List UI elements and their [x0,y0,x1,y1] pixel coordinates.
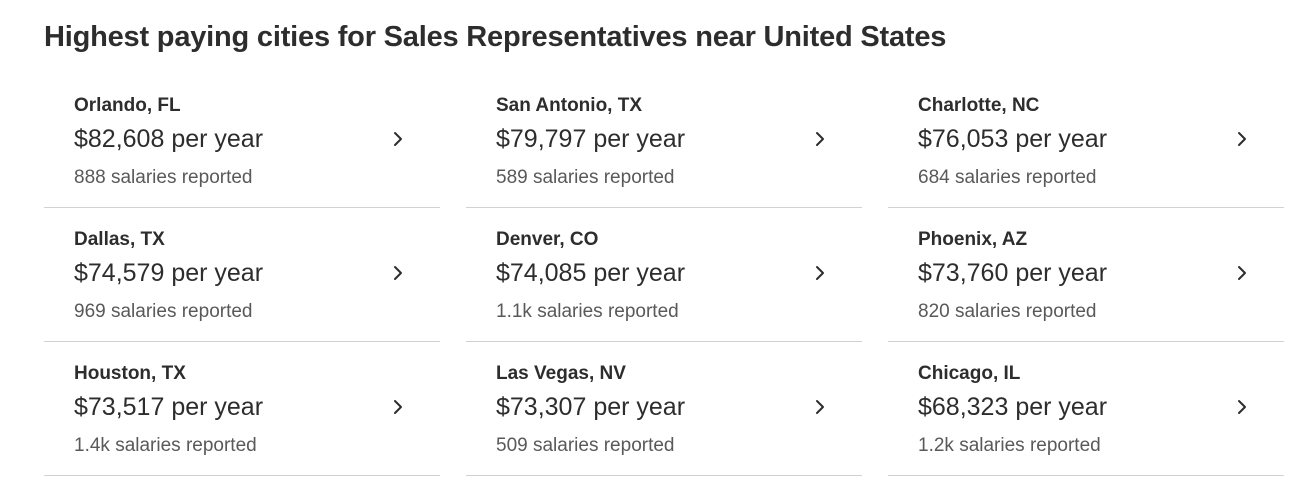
city-name: Dallas, TX [74,229,165,250]
city-name: Denver, CO [496,229,599,250]
chevron-right-icon [390,397,406,417]
salaries-reported: 969 salaries reported [74,301,253,322]
chevron-right-icon [1234,263,1250,283]
city-name: San Antonio, TX [496,95,643,116]
city-salary: $73,517 per year [74,393,264,421]
city-salary: $73,760 per year [918,259,1108,287]
city-salary: $76,053 per year [918,125,1108,153]
city-card[interactable]: Charlotte, NC $76,053 per year 684 salar… [888,74,1284,208]
chevron-right-icon [390,129,406,149]
city-card[interactable]: Orlando, FL $82,608 per year 888 salarie… [44,74,440,208]
chevron-right-icon [1234,129,1250,149]
city-name: Houston, TX [74,363,186,384]
salaries-reported: 820 salaries reported [918,301,1097,322]
salaries-reported: 1.2k salaries reported [918,435,1101,456]
chevron-right-icon [1234,397,1250,417]
city-salary: $82,608 per year [74,125,264,153]
city-card[interactable]: Phoenix, AZ $73,760 per year 820 salarie… [888,208,1284,342]
salaries-reported: 589 salaries reported [496,167,675,188]
city-card[interactable]: San Antonio, TX $79,797 per year 589 sal… [466,74,862,208]
chevron-right-icon [812,397,828,417]
salaries-reported: 1.4k salaries reported [74,435,257,456]
salaries-reported: 1.1k salaries reported [496,301,679,322]
city-card[interactable]: Houston, TX $73,517 per year 1.4k salari… [44,342,440,476]
city-card[interactable]: Denver, CO $74,085 per year 1.1k salarie… [466,208,862,342]
city-salary: $73,307 per year [496,393,686,421]
chevron-right-icon [390,263,406,283]
chevron-right-icon [812,129,828,149]
city-card[interactable]: Las Vegas, NV $73,307 per year 509 salar… [466,342,862,476]
city-salary: $68,323 per year [918,393,1108,421]
city-card[interactable]: Chicago, IL $68,323 per year 1.2k salari… [888,342,1284,476]
city-name: Charlotte, NC [918,95,1040,116]
chevron-right-icon [812,263,828,283]
city-salary: $79,797 per year [496,125,686,153]
salaries-reported: 888 salaries reported [74,167,253,188]
salaries-reported: 684 salaries reported [918,167,1097,188]
city-name: Chicago, IL [918,363,1021,384]
city-grid: Orlando, FL $82,608 per year 888 salarie… [44,74,1284,476]
city-name: Las Vegas, NV [496,363,626,384]
city-name: Phoenix, AZ [918,229,1028,250]
city-card[interactable]: Dallas, TX $74,579 per year 969 salaries… [44,208,440,342]
salaries-reported: 509 salaries reported [496,435,675,456]
city-salary: $74,085 per year [496,259,686,287]
city-name: Orlando, FL [74,95,181,116]
section-title: Highest paying cities for Sales Represen… [44,21,947,53]
city-salary: $74,579 per year [74,259,264,287]
